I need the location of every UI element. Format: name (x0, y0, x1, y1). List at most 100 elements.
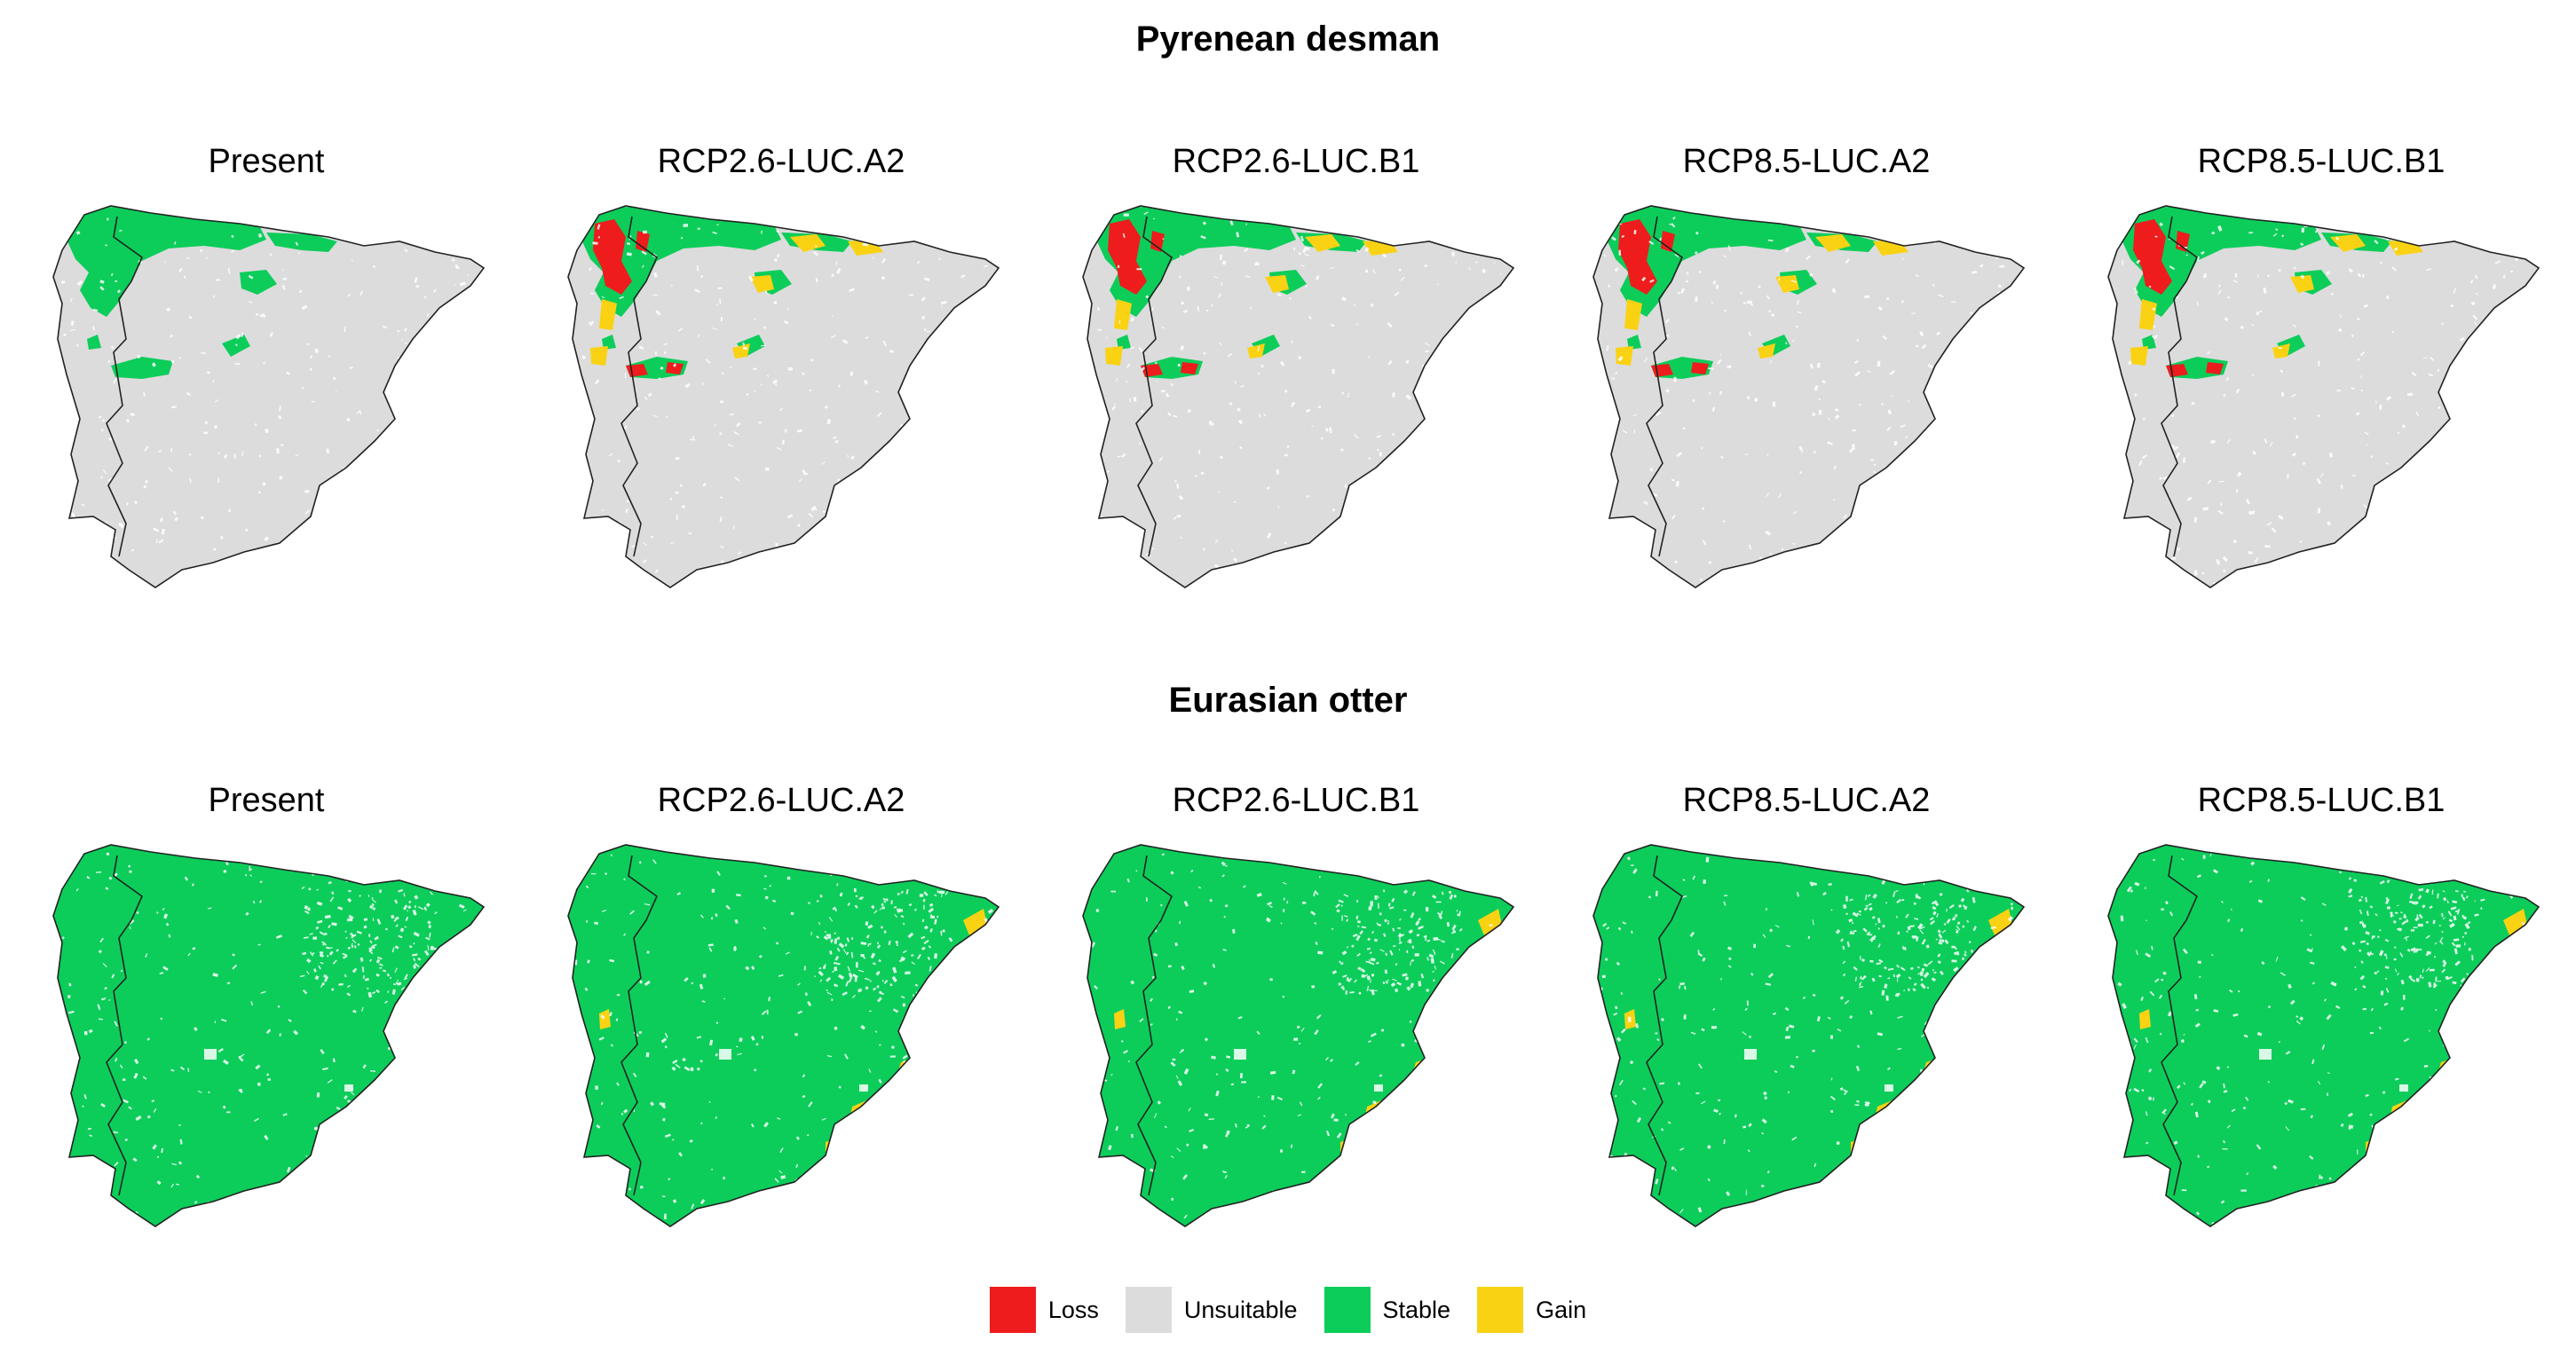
legend-item-stable: Stable (1324, 1287, 1451, 1333)
gain-area (590, 346, 608, 366)
stable-area (2122, 206, 2321, 317)
portugal-spain-border (1135, 216, 1173, 557)
unsuitable-area (2108, 206, 2539, 587)
stable-area (1627, 335, 1641, 350)
loss-area (2176, 231, 2190, 252)
gain-area (1478, 909, 1502, 935)
coastline (1592, 205, 2026, 588)
gain-area (2130, 346, 2148, 366)
gain-area (2330, 234, 2366, 252)
map-panel: RCP8.5-LUC.B1 (2082, 781, 2561, 1322)
coastline (52, 844, 486, 1227)
map-panel: RCP2.6-LUC.A2 (541, 781, 1021, 1322)
gain-area (1247, 343, 1265, 359)
map-panel: Present (27, 142, 506, 683)
loss-area (2133, 219, 2172, 295)
iberia-map (2107, 205, 2540, 588)
gain-area (2272, 343, 2290, 359)
loss-area (1108, 219, 1147, 295)
legend-item-loss: Loss (989, 1287, 1099, 1333)
loss-area (636, 231, 650, 252)
gain-area (1815, 234, 1851, 252)
gain-area (2139, 299, 2157, 330)
panel-title: RCP8.5-LUC.B1 (2197, 782, 2446, 819)
stable-area (2108, 845, 2539, 1226)
loss-area (1691, 362, 1709, 374)
iberia-map (1082, 205, 1515, 588)
stable-area (568, 845, 999, 1226)
map-panel: RCP2.6-LUC.A2 (541, 142, 1021, 683)
gain-area (2290, 275, 2314, 293)
portugal-spain-border (106, 855, 143, 1196)
coastline (52, 205, 486, 588)
legend-label-stable: Stable (1382, 1297, 1451, 1323)
panel-title: RCP8.5-LUC.B1 (2197, 143, 2446, 180)
stable-area (222, 335, 250, 357)
loss-area (1618, 219, 1657, 295)
portugal-spain-border (106, 216, 143, 557)
panel-title: RCP8.5-LUC.A2 (1682, 143, 1931, 180)
stable-area (602, 335, 616, 350)
gain-area (599, 299, 617, 330)
stable-area (67, 206, 266, 317)
map-panel: RCP2.6-LUC.B1 (1056, 142, 1536, 683)
unsuitable-area (1593, 206, 2024, 587)
gain-area (963, 909, 987, 935)
gain-area (1988, 909, 2012, 935)
stable-area (111, 357, 173, 379)
iberia-map (52, 844, 486, 1227)
map-panel: RCP8.5-LUC.B1 (2082, 142, 2561, 683)
map-panel: Present (27, 781, 506, 1322)
gain-area (1265, 275, 1289, 293)
panel-title: RCP2.6-LUC.A2 (657, 143, 905, 180)
loss-area (2206, 362, 2224, 374)
gain-area (1114, 1009, 1126, 1029)
stable-area (266, 233, 337, 252)
panel-title: Present (208, 782, 325, 819)
coastline (567, 205, 1000, 588)
stable-area (1607, 206, 1806, 317)
map-panel: RCP8.5-LUC.A2 (1567, 142, 2046, 683)
legend-swatch-gain (1477, 1287, 1524, 1333)
stable-area (87, 335, 101, 350)
legend-label-loss: Loss (1047, 1297, 1099, 1323)
texture-speckles (1090, 848, 1509, 1226)
stable-area (1117, 335, 1131, 350)
panel-title: RCP8.5-LUC.A2 (1682, 782, 1931, 819)
legend: Loss Unsuitable Stable Gain (0, 1287, 2576, 1333)
stable-area (581, 206, 781, 317)
iberia-map (1592, 205, 2026, 588)
gain-area (750, 275, 774, 293)
iberia-map (1082, 844, 1515, 1227)
legend-swatch-loss (989, 1287, 1036, 1333)
stable-area (2142, 335, 2156, 350)
loss-area (666, 362, 684, 374)
portugal-spain-border (1646, 216, 1683, 557)
coastline (1592, 844, 2026, 1227)
iberia-map (2107, 844, 2540, 1227)
coastline (1082, 205, 1515, 588)
loss-area (1150, 231, 1165, 252)
gain-area (1114, 299, 1132, 330)
gain-area (1624, 299, 1642, 330)
coastline (2107, 205, 2540, 588)
gain-area (1305, 234, 1340, 252)
stable-area (1083, 845, 1513, 1226)
unsuitable-area (1083, 206, 1513, 587)
coastline (1082, 844, 1515, 1227)
panel-title: RCP2.6-LUC.B1 (1172, 782, 1420, 819)
loss-area (1181, 362, 1198, 374)
portugal-spain-border (2161, 216, 2198, 557)
stable-area (1593, 845, 2024, 1226)
loss-area (593, 219, 632, 295)
stable-area (53, 845, 484, 1226)
map-panel: RCP8.5-LUC.A2 (1567, 781, 2046, 1322)
gain-area (1775, 275, 1799, 293)
stable-area (1096, 206, 1296, 317)
gain-area (599, 1009, 611, 1029)
unsuitable-area (53, 206, 484, 587)
coastline (2107, 844, 2540, 1227)
portugal-spain-border (620, 855, 658, 1196)
loss-area (1661, 231, 1675, 252)
legend-swatch-stable (1324, 1287, 1371, 1333)
